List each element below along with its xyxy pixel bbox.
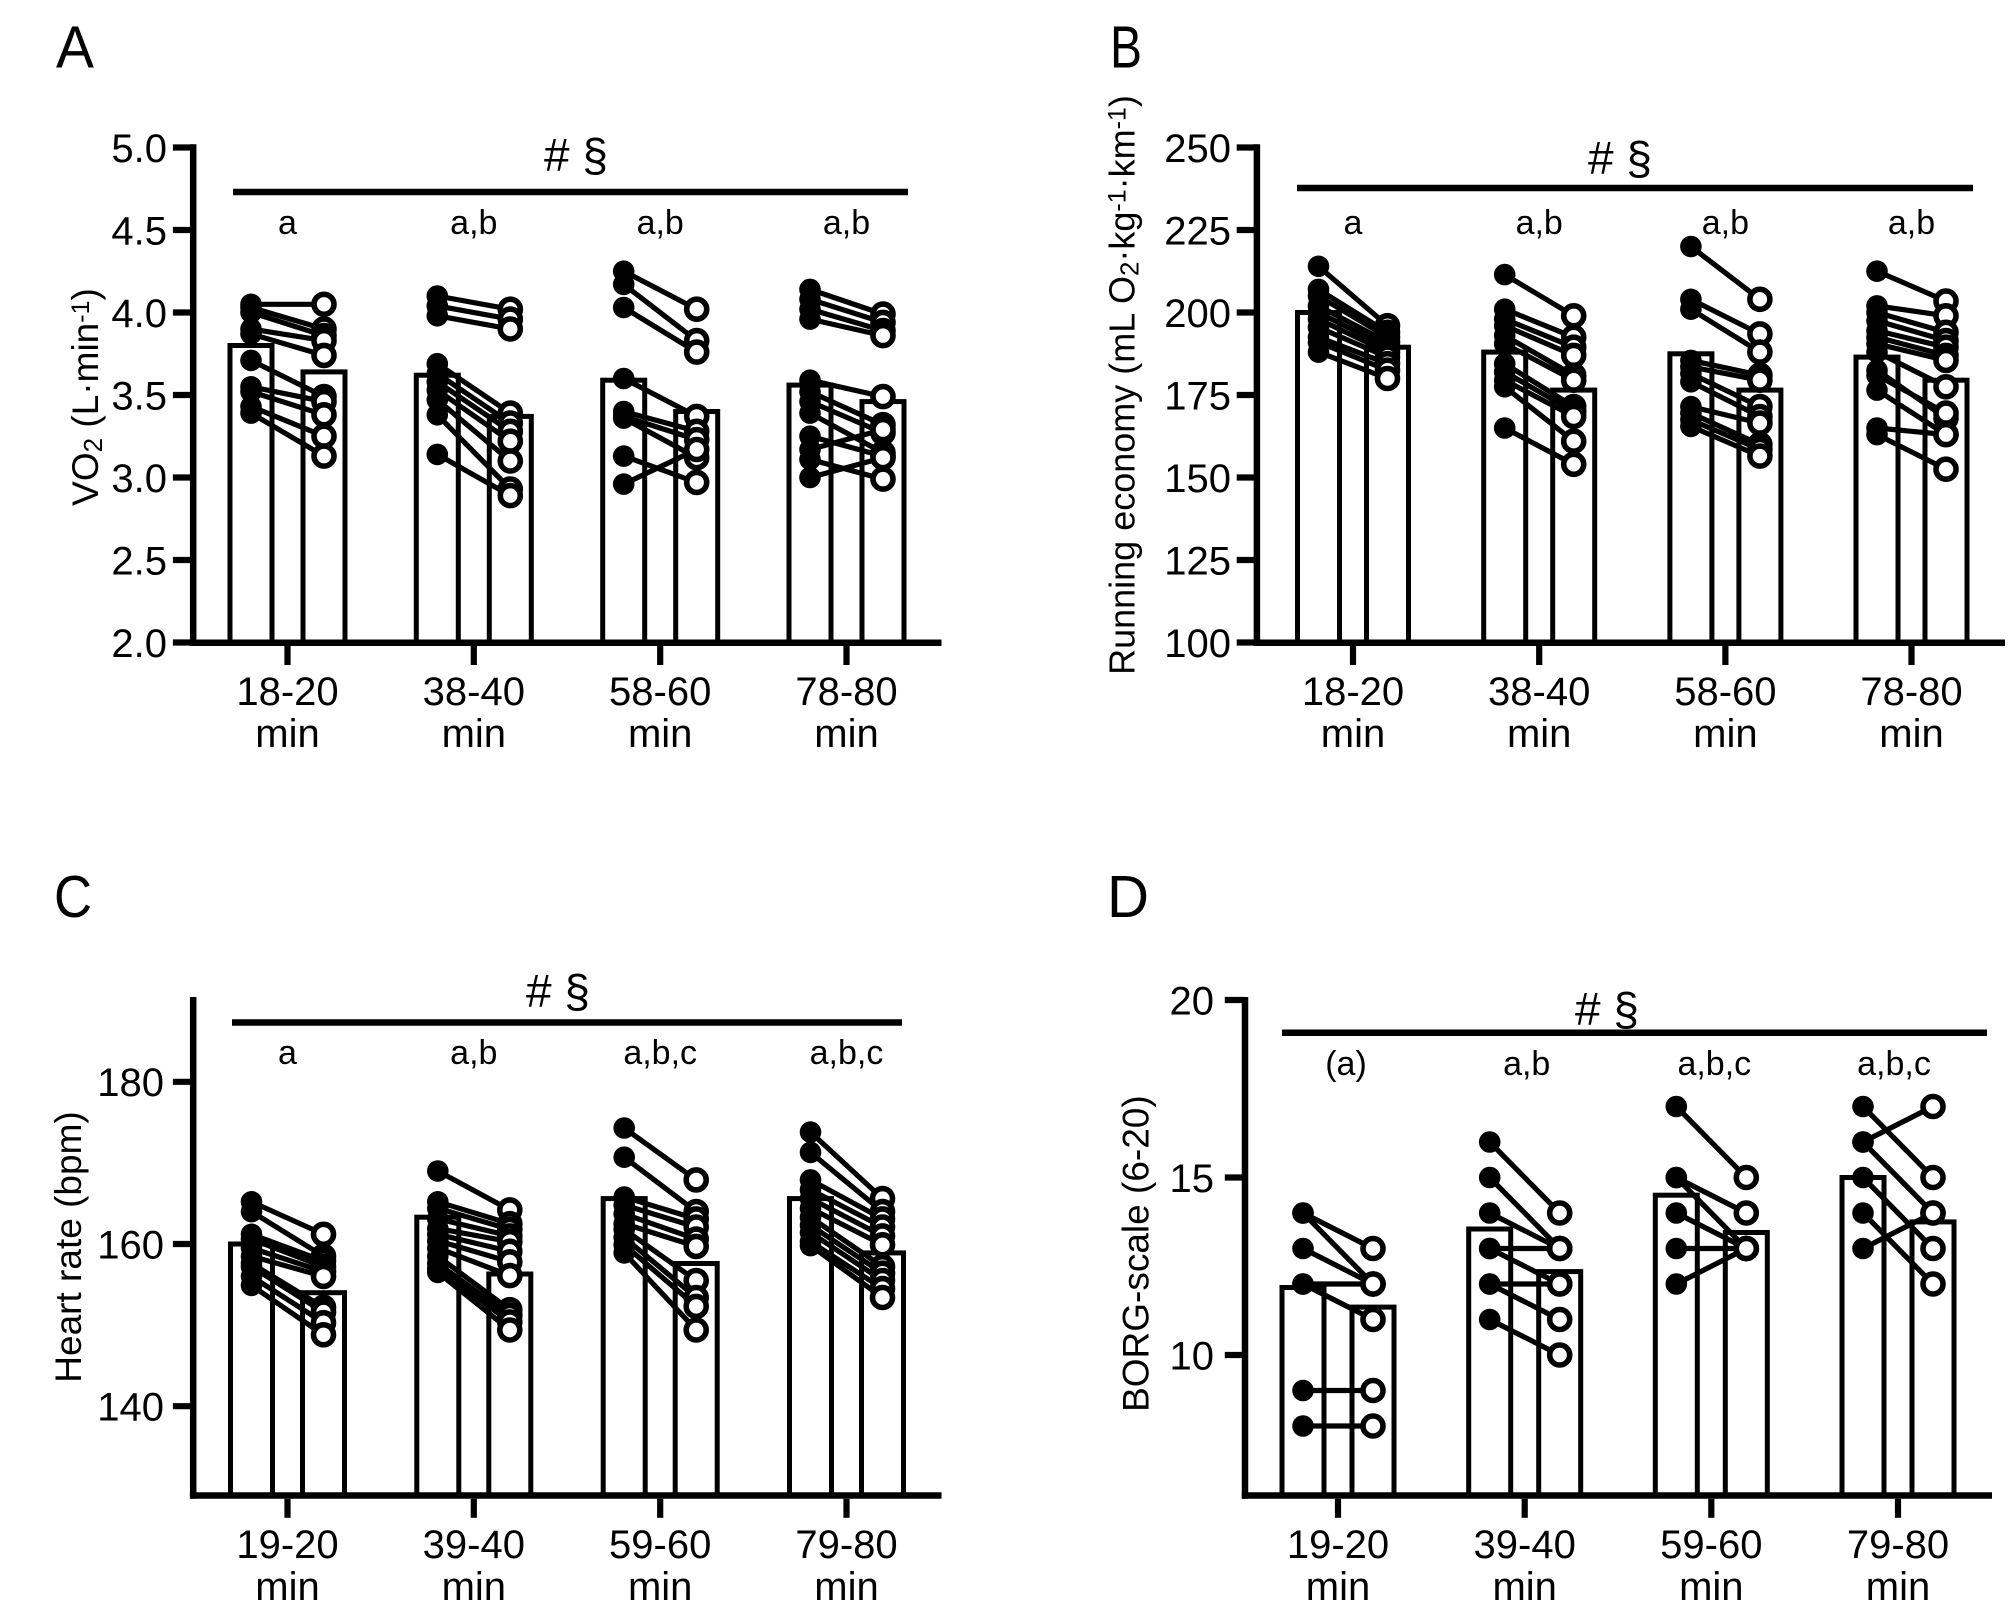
svg-text:19-20: 19-20 bbox=[1287, 1523, 1389, 1567]
svg-text:min: min bbox=[1866, 1565, 1930, 1609]
svg-text:a,b: a,b bbox=[823, 204, 870, 242]
svg-text:175: 175 bbox=[1164, 374, 1231, 418]
svg-text:a,b,c: a,b,c bbox=[1857, 1045, 1931, 1083]
svg-text:225: 225 bbox=[1164, 209, 1231, 253]
svg-text:D: D bbox=[1107, 864, 1149, 930]
svg-text:18-20: 18-20 bbox=[1302, 670, 1404, 714]
svg-text:3.0: 3.0 bbox=[111, 457, 167, 501]
svg-text:5.0: 5.0 bbox=[111, 127, 167, 171]
svg-text:min: min bbox=[1321, 712, 1385, 756]
svg-text:min: min bbox=[1507, 712, 1571, 756]
svg-text:min: min bbox=[814, 712, 878, 756]
svg-text:min: min bbox=[628, 1565, 692, 1609]
svg-text:# §: # § bbox=[526, 965, 590, 1017]
svg-text:min: min bbox=[442, 1565, 506, 1609]
svg-text:79-80: 79-80 bbox=[795, 1523, 897, 1567]
svg-text:58-60: 58-60 bbox=[609, 670, 711, 714]
svg-text:a,b: a,b bbox=[1503, 1045, 1550, 1083]
svg-text:38-40: 38-40 bbox=[1488, 670, 1590, 714]
svg-text:15: 15 bbox=[1170, 1157, 1215, 1201]
svg-text:min: min bbox=[1693, 712, 1757, 756]
svg-text:79-80: 79-80 bbox=[1847, 1523, 1949, 1567]
svg-text:39-40: 39-40 bbox=[423, 1523, 525, 1567]
svg-text:2.0: 2.0 bbox=[111, 622, 167, 666]
svg-text:58-60: 58-60 bbox=[1674, 670, 1776, 714]
svg-text:min: min bbox=[814, 1565, 878, 1609]
svg-text:160: 160 bbox=[97, 1223, 164, 1267]
svg-text:(a): (a) bbox=[1325, 1045, 1367, 1083]
svg-text:19-20: 19-20 bbox=[236, 1523, 338, 1567]
svg-text:BORG-scale (6-20): BORG-scale (6-20) bbox=[1116, 1095, 1157, 1412]
svg-text:78-80: 78-80 bbox=[1860, 670, 1962, 714]
svg-text:min: min bbox=[442, 712, 506, 756]
svg-text:4.0: 4.0 bbox=[111, 292, 167, 336]
svg-text:a,b: a,b bbox=[1516, 204, 1563, 242]
svg-text:# §: # § bbox=[1588, 132, 1652, 184]
svg-text:min: min bbox=[255, 1565, 319, 1609]
svg-text:a,b: a,b bbox=[637, 204, 684, 242]
svg-text:# §: # § bbox=[544, 129, 608, 181]
svg-text:a,b: a,b bbox=[1702, 204, 1749, 242]
svg-text:B: B bbox=[1110, 15, 1142, 81]
svg-text:125: 125 bbox=[1164, 539, 1231, 583]
svg-text:A: A bbox=[56, 15, 95, 81]
svg-text:# §: # § bbox=[1575, 983, 1639, 1035]
svg-text:C: C bbox=[54, 864, 92, 930]
svg-text:min: min bbox=[1306, 1565, 1370, 1609]
svg-text:Heart rate (bpm): Heart rate (bpm) bbox=[48, 1111, 89, 1382]
svg-text:Running economy (mL O2·kg-1·km: Running economy (mL O2·kg-1·km-1) bbox=[1102, 95, 1145, 675]
svg-text:min: min bbox=[628, 712, 692, 756]
svg-text:100: 100 bbox=[1164, 622, 1231, 666]
svg-text:a,b: a,b bbox=[450, 204, 497, 242]
svg-text:4.5: 4.5 bbox=[111, 209, 167, 253]
svg-text:VO2 (L·min-1): VO2 (L·min-1) bbox=[65, 288, 108, 506]
svg-text:59-60: 59-60 bbox=[609, 1523, 711, 1567]
svg-text:a,b: a,b bbox=[450, 1034, 497, 1072]
svg-text:250: 250 bbox=[1164, 127, 1231, 171]
svg-text:a: a bbox=[1344, 204, 1363, 242]
svg-text:min: min bbox=[1679, 1565, 1743, 1609]
svg-text:140: 140 bbox=[97, 1386, 164, 1430]
svg-text:39-40: 39-40 bbox=[1474, 1523, 1576, 1567]
svg-text:min: min bbox=[1879, 712, 1943, 756]
svg-text:2.5: 2.5 bbox=[111, 539, 167, 583]
svg-text:a,b,c: a,b,c bbox=[810, 1034, 884, 1072]
svg-text:20: 20 bbox=[1170, 979, 1215, 1023]
svg-text:59-60: 59-60 bbox=[1660, 1523, 1762, 1567]
svg-text:180: 180 bbox=[97, 1061, 164, 1105]
svg-text:a,b: a,b bbox=[1888, 204, 1935, 242]
svg-text:a: a bbox=[278, 204, 297, 242]
svg-text:38-40: 38-40 bbox=[423, 670, 525, 714]
svg-text:10: 10 bbox=[1170, 1334, 1215, 1378]
svg-text:a,b,c: a,b,c bbox=[623, 1034, 697, 1072]
svg-text:min: min bbox=[1492, 1565, 1556, 1609]
svg-text:3.5: 3.5 bbox=[111, 374, 167, 418]
svg-text:a,b,c: a,b,c bbox=[1677, 1045, 1751, 1083]
svg-text:200: 200 bbox=[1164, 292, 1231, 336]
svg-text:150: 150 bbox=[1164, 457, 1231, 501]
svg-text:a: a bbox=[278, 1034, 297, 1072]
svg-text:78-80: 78-80 bbox=[795, 670, 897, 714]
svg-text:18-20: 18-20 bbox=[236, 670, 338, 714]
svg-text:min: min bbox=[255, 712, 319, 756]
